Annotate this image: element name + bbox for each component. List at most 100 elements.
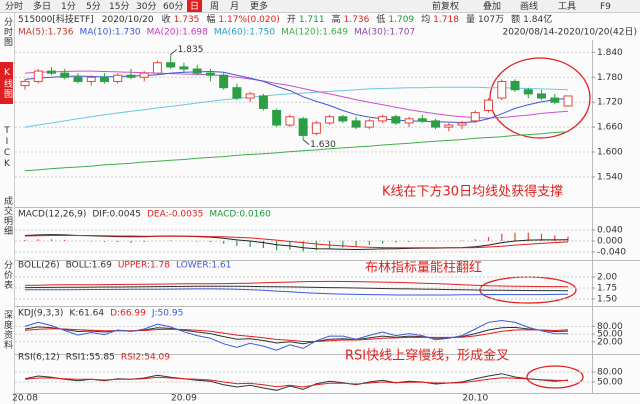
tab[interactable]: 30分 (136, 1, 156, 12)
candle-body (364, 120, 374, 128)
candle-body (245, 93, 255, 99)
y-tick-label: 80.00 (597, 322, 623, 332)
candle-body (523, 89, 533, 95)
info-text: MA(30):1.707 (354, 28, 415, 38)
candle-body (338, 116, 348, 122)
tab[interactable]: 更多 (250, 0, 268, 12)
y-tick-label: 1.780 (597, 73, 623, 83)
candle-body (378, 116, 388, 122)
info-text: 107万 (478, 15, 504, 25)
sidebar-tab[interactable]: 分价表 (2, 260, 12, 290)
y-tick-label: 1.840 (597, 48, 623, 58)
annotation: K线在下方30日均线处获得支撑 (382, 184, 563, 200)
candle-body (444, 124, 454, 128)
series-line (24, 280, 569, 288)
info-text: MA(60):1.750 (214, 28, 275, 38)
info-text: BOLL:1.69 (66, 261, 112, 271)
candle-body (457, 122, 467, 126)
candle-body (272, 110, 282, 126)
info-text: RSI1:55.85 (66, 353, 115, 363)
info-text: 1.718 (433, 15, 459, 25)
y-tick-label: 0.000 (597, 236, 623, 246)
info-text: J:50.95 (151, 309, 183, 319)
y-tick-label: -0.040 (597, 247, 626, 257)
candle-body (470, 112, 480, 122)
info-text: 1.735 (174, 15, 200, 25)
info-text: UPPER:1.78 (118, 261, 170, 271)
toolbar-button[interactable]: 画线 (520, 0, 538, 12)
series-line (25, 288, 569, 296)
tab[interactable]: 日 (190, 1, 199, 12)
series-line (24, 234, 569, 251)
tab[interactable]: 分时 (5, 0, 23, 12)
candle-body (20, 80, 30, 87)
info-text: 收 (162, 13, 171, 25)
sidebar-tab[interactable]: 深度资料 (2, 310, 12, 350)
sidebar-tab[interactable]: 成交明细 (2, 196, 12, 236)
tab[interactable]: 15分 (109, 1, 129, 12)
y-tick-label: 2.00 (597, 273, 617, 283)
tab[interactable]: 1分 (61, 1, 76, 12)
toolbar-button[interactable]: 工具 (558, 1, 576, 12)
series-line (24, 131, 569, 172)
y-tick-label: 20.00 (597, 337, 623, 347)
highlight-circle (489, 57, 591, 139)
info-text: LOWER:1.61 (176, 261, 231, 271)
candle-body (404, 118, 414, 124)
candle-body (537, 93, 547, 99)
info-text: MA(120):1.649 (281, 28, 348, 38)
toolbar-button[interactable]: F9 (600, 2, 611, 12)
candle-body (99, 76, 109, 82)
candle-body (285, 116, 295, 126)
price-label: 1.630 (310, 140, 336, 150)
series-line (24, 376, 569, 388)
tab[interactable]: 多日 (33, 0, 51, 12)
info-text: MA(20):1.698 (147, 28, 208, 38)
y-tick-label: 0.040 (597, 225, 623, 235)
info-text: 1.709 (388, 15, 414, 25)
candle-body (325, 116, 335, 124)
candle-body (219, 74, 229, 89)
tab[interactable]: 周 (210, 1, 219, 12)
toolbar-bg (0, 0, 640, 12)
toolbar-button[interactable]: 叠加 (483, 1, 501, 12)
info-text: 低 (376, 13, 385, 25)
tab[interactable]: 5分 (86, 1, 101, 12)
candle-body (431, 120, 441, 128)
y-tick-label: 1.720 (597, 98, 623, 108)
candle-body (46, 70, 56, 74)
tab[interactable]: 60分 (163, 1, 183, 12)
candle-body (391, 116, 401, 124)
x-tick-label: 20.09 (171, 394, 197, 404)
candle-body (232, 87, 242, 99)
price-marker (170, 49, 178, 55)
candle-body (258, 95, 268, 109)
x-tick-label: 20.10 (462, 394, 488, 404)
info-text: KDJ(9,3,3) (18, 309, 63, 319)
annotation: 布林指标量能柱翻红 (365, 260, 482, 276)
toolbar-button[interactable]: 前复权 (432, 0, 459, 12)
sidebar-tab[interactable]: 分时图 (2, 16, 12, 47)
candle-body (351, 120, 361, 128)
sidebar-tab[interactable]: TICK (2, 126, 12, 170)
candle-body (126, 74, 136, 78)
info-text: DIF:0.0045 (92, 210, 141, 220)
candle-body (298, 118, 308, 136)
price-marker (302, 139, 310, 145)
info-text: K:61.64 (69, 309, 104, 319)
candle-body (166, 62, 176, 68)
y-tick-label: 1.540 (597, 172, 623, 182)
info-text: 1.711 (299, 15, 325, 25)
info-text: RSI(6,12) (18, 353, 60, 363)
sidebar-tab[interactable]: K线图 (0, 62, 13, 104)
info-text: DEA:-0.0035 (147, 210, 203, 220)
candle-body (86, 76, 96, 82)
y-tick-label: 1.660 (597, 123, 623, 133)
info-text: 开 (287, 14, 296, 25)
candle-body (510, 80, 520, 91)
tab[interactable]: 月 (230, 1, 239, 12)
series-line (24, 319, 569, 351)
candle-body (205, 72, 215, 76)
x-tick-label: 20.08 (12, 394, 38, 404)
info-text: 幅 (206, 13, 215, 25)
